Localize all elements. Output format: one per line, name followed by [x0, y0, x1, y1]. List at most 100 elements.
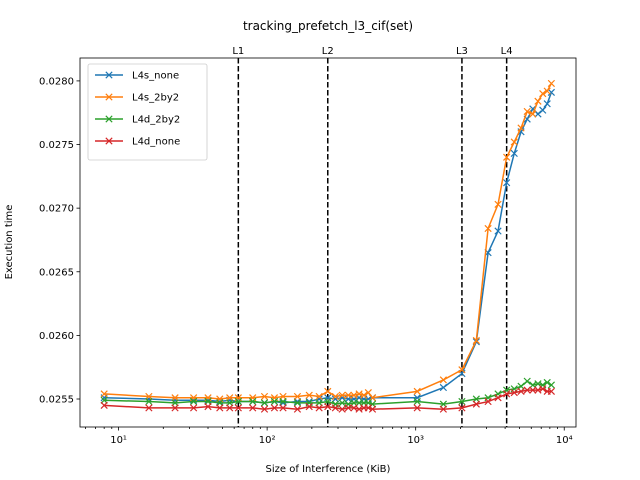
- legend-item-L4d_none: L4d_none: [95, 137, 180, 148]
- legend-label: L4d_none: [132, 137, 180, 148]
- data-point: [344, 404, 352, 412]
- data-point: [534, 97, 542, 105]
- data-point: [293, 399, 302, 407]
- data-point: [293, 405, 302, 413]
- data-point: [360, 391, 368, 399]
- data-point: [344, 391, 352, 399]
- data-point: [543, 87, 551, 95]
- y-tick-label: 0.0265: [39, 267, 74, 278]
- data-point: [293, 392, 302, 401]
- x-axis-label: Size of Interference (KiB): [266, 464, 391, 475]
- legend: L4s_none L4s_2by2 L4d_2by2 L4d_none: [87, 63, 208, 161]
- data-point: [350, 391, 358, 399]
- data-point: [523, 107, 531, 116]
- data-point: [543, 100, 551, 108]
- legend-item-L4s_none: L4s_none: [95, 71, 179, 82]
- y-axis-ticks: 0.0255 0.0260 0.0265 0.0270 0.0275 0.0280: [39, 76, 80, 406]
- data-point: [503, 179, 511, 187]
- data-point: [503, 390, 511, 398]
- data-point: [331, 392, 339, 401]
- data-point: [472, 336, 480, 345]
- data-point: [547, 387, 555, 395]
- data-point: [494, 200, 502, 208]
- legend-marker: [105, 115, 113, 123]
- data-point: [315, 404, 323, 412]
- legend-item-L4s_2by2: L4s_2by2: [95, 93, 179, 104]
- data-point: [338, 405, 346, 413]
- data-point: [439, 376, 447, 384]
- data-point: [350, 404, 358, 412]
- data-point: [145, 397, 153, 406]
- data-point: [523, 386, 531, 394]
- series-group: [100, 79, 555, 413]
- data-point: [547, 381, 555, 389]
- data-point: [279, 397, 287, 406]
- data-point: [204, 403, 212, 411]
- data-point: [305, 403, 313, 411]
- data-point: [510, 138, 518, 146]
- x-tick-label: 10³: [407, 435, 424, 446]
- data-point: [539, 385, 547, 393]
- x-tick-label: 10⁴: [556, 435, 573, 446]
- cache-level-lines: L1 L2 L3 L4: [232, 46, 513, 427]
- data-point: [534, 110, 542, 118]
- data-point: [305, 391, 313, 399]
- data-point: [458, 397, 466, 406]
- data-point: [547, 79, 555, 88]
- legend-label: L4s_none: [132, 71, 179, 82]
- data-point: [539, 90, 547, 98]
- data-point: [260, 405, 269, 413]
- series-L4d_none: [100, 385, 555, 413]
- data-point: [439, 405, 447, 413]
- data-point: [270, 404, 279, 412]
- y-tick-label: 0.0270: [39, 204, 74, 215]
- data-point: [324, 403, 332, 411]
- legend-label: L4s_2by2: [132, 93, 179, 104]
- legend-item-L4d_2by2: L4d_2by2: [95, 115, 180, 126]
- y-tick-label: 0.0275: [39, 140, 74, 151]
- data-point: [270, 397, 279, 406]
- data-point: [413, 387, 421, 395]
- data-point: [494, 394, 502, 402]
- data-point: [547, 88, 555, 96]
- data-point: [439, 383, 447, 392]
- x-tick-label: 10²: [259, 435, 276, 446]
- data-point: [458, 404, 466, 412]
- data-point: [523, 377, 531, 385]
- legend-marker: [105, 137, 113, 145]
- data-point: [364, 404, 372, 412]
- data-point: [226, 404, 234, 412]
- legend-label: L4d_2by2: [132, 115, 180, 126]
- data-point: [458, 366, 466, 374]
- y-tick-label: 0.0280: [39, 76, 74, 87]
- data-point: [260, 392, 269, 401]
- data-point: [510, 149, 518, 158]
- data-point: [529, 386, 537, 394]
- data-point: [494, 227, 502, 235]
- data-point: [543, 378, 551, 387]
- data-point: [338, 399, 346, 407]
- y-tick-label: 0.0260: [39, 331, 74, 342]
- data-point: [315, 392, 323, 401]
- data-point: [510, 389, 518, 397]
- chart-title: tracking_prefetch_l3_cif(set): [243, 19, 413, 33]
- series-L4d_2by2: [100, 377, 555, 408]
- data-point: [413, 404, 421, 412]
- data-point: [517, 124, 525, 132]
- data-point: [368, 405, 377, 413]
- data-point: [249, 404, 257, 412]
- data-point: [413, 397, 421, 406]
- data-point: [484, 224, 492, 233]
- data-point: [539, 106, 547, 114]
- data-point: [189, 404, 198, 412]
- legend-box: [87, 63, 208, 161]
- plot-frame: [79, 57, 577, 428]
- data-point: [503, 153, 511, 161]
- y-tick-label: 0.0255: [39, 395, 74, 406]
- data-point: [484, 397, 492, 406]
- data-point: [368, 394, 377, 402]
- data-point: [338, 391, 346, 399]
- legend-marker: [105, 93, 113, 101]
- data-point: [529, 110, 537, 118]
